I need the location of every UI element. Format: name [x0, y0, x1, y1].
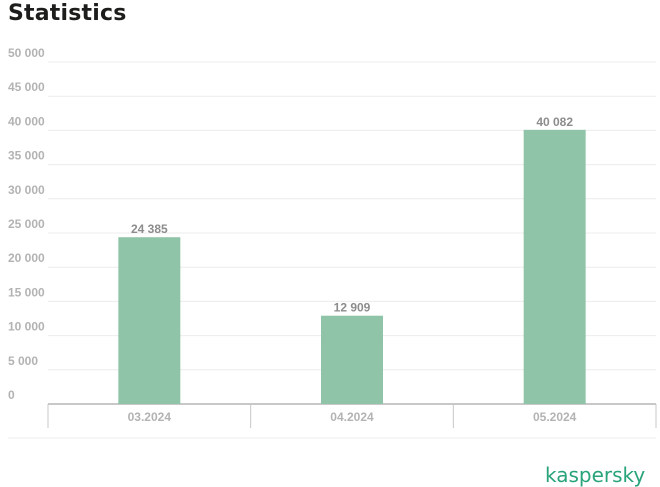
y-tick-label: 15 000 [8, 285, 45, 299]
y-tick-label: 30 000 [8, 183, 45, 197]
bar-03.2024 [118, 237, 181, 404]
x-tick-label: 03.2024 [128, 410, 172, 424]
y-tick-label: 5 000 [8, 354, 38, 368]
y-tick-label: 0 [8, 388, 15, 402]
chart-title: Statistics [8, 1, 127, 26]
bar-value-label: 24 385 [131, 222, 168, 236]
y-tick-label: 50 000 [8, 46, 45, 60]
x-tick-label: 05.2024 [533, 410, 577, 424]
bar-value-label: 12 909 [334, 301, 371, 315]
y-tick-label: 25 000 [8, 217, 45, 231]
y-tick-label: 35 000 [8, 149, 45, 163]
x-tick-label: 04.2024 [330, 410, 374, 424]
bar-04.2024 [321, 315, 383, 404]
y-tick-label: 40 000 [8, 114, 45, 128]
bar-05.2024 [523, 129, 586, 405]
y-tick-label: 10 000 [8, 320, 45, 334]
y-tick-label: 45 000 [8, 80, 45, 94]
kaspersky-logo: kaspersky [545, 463, 646, 487]
y-tick-label: 20 000 [8, 251, 45, 265]
bar-value-label: 40 082 [536, 115, 573, 129]
